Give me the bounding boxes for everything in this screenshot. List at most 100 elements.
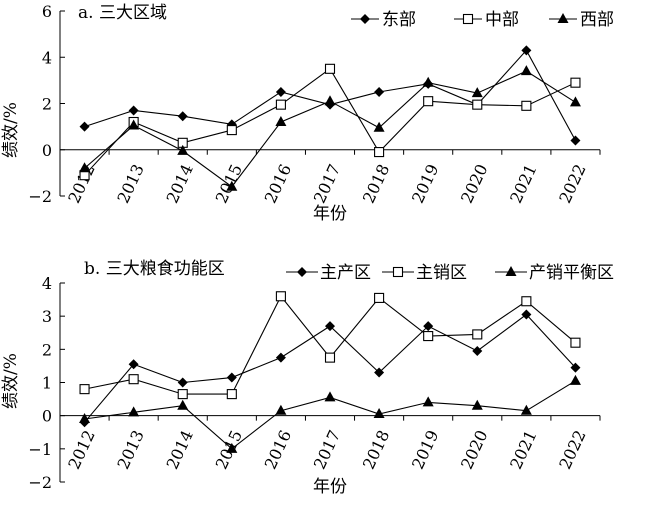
x-axis-label: 年份 [313,477,347,497]
x-tick-label: 2020 [457,161,491,206]
data-point [521,309,532,320]
x-tick-label: 2019 [408,161,442,206]
data-point [324,63,336,74]
legend-marker [462,13,474,25]
data-point [423,331,434,342]
y-axis-label: 绩效/% [1,353,21,409]
y-tick-label: 2 [42,95,52,114]
data-point [521,296,532,307]
data-point [373,408,385,419]
data-point [570,337,581,348]
data-point [79,121,90,132]
data-point [275,99,286,110]
x-tick-label: 2019 [408,427,442,472]
legend-label: 主产区 [320,263,371,283]
data-point [226,125,237,136]
y-tick-label: −2 [28,187,52,206]
series-line [84,295,576,395]
legend-marker [557,13,569,23]
x-tick-label: 2021 [506,161,540,206]
y-axis-label: 绩效/% [1,102,21,158]
x-tick-label: 2014 [163,427,197,472]
data-point [275,86,286,97]
data-point [226,372,237,383]
x-tick-label: 2018 [359,161,393,206]
data-point [520,65,532,76]
data-point [128,406,140,417]
legend-label: 西部 [580,10,614,30]
data-point [177,399,189,410]
data-point [521,45,532,56]
data-point [324,391,336,402]
data-point [570,135,581,146]
data-point [423,96,434,107]
data-point [324,352,336,363]
data-point [177,377,188,388]
data-point [177,389,188,400]
data-point [520,404,532,415]
x-tick-label: 2015 [212,161,246,206]
series-主销区 [79,291,581,400]
data-point [128,105,139,116]
x-tick-label: 2021 [506,427,540,472]
data-point [472,329,483,340]
x-tick-label: 2013 [113,427,147,472]
y-tick-label: 0 [42,141,52,160]
x-tick-label: 2022 [555,427,589,472]
data-point [128,374,139,385]
data-point [422,396,434,407]
data-point [374,367,385,378]
data-point [275,116,287,126]
chart-title: a. 三大区域 [78,3,167,23]
y-tick-label: 3 [42,307,52,326]
x-tick-label: 2018 [359,427,393,472]
y-tick-label: −1 [28,440,52,459]
data-point [422,76,434,87]
x-tick-label: 2014 [163,161,197,206]
data-point [177,111,188,122]
legend-label: 中部 [485,10,519,30]
data-point [374,292,385,303]
y-tick-label: 1 [42,374,52,393]
data-point [521,100,532,111]
legend-label: 产销平衡区 [529,263,614,283]
legend: 主产区 主销区 产销平衡区 [286,263,614,283]
data-point [79,162,91,173]
data-point [374,86,385,97]
data-point [324,95,336,106]
data-point [471,399,483,410]
x-tick-label: 2016 [261,161,295,206]
series-产销平衡区 [79,374,581,453]
data-point [128,359,139,370]
legend-marker [505,266,517,276]
x-tick-label: 2016 [261,427,295,472]
data-point [226,180,238,191]
y-tick-label: 2 [42,340,52,359]
data-point [275,404,287,415]
data-point [177,144,189,155]
y-tick-label: 4 [42,48,52,67]
data-point [79,384,90,395]
data-point [325,321,335,332]
data-point [226,389,237,400]
data-point [226,442,238,453]
legend-label: 东部 [382,10,416,30]
x-tick-label: 2012 [64,427,98,472]
y-tick-label: −2 [28,473,52,492]
data-point [374,147,385,158]
data-point [423,321,434,332]
data-point [128,119,140,130]
y-tick-label: 4 [42,274,52,293]
data-point [275,352,286,363]
x-tick-label: 2017 [310,427,344,472]
y-tick-label: 0 [42,407,52,426]
legend-label: 主销区 [416,263,467,283]
data-point [472,345,483,356]
legend-marker [297,267,307,277]
series-line [84,68,576,176]
data-point [569,374,581,385]
